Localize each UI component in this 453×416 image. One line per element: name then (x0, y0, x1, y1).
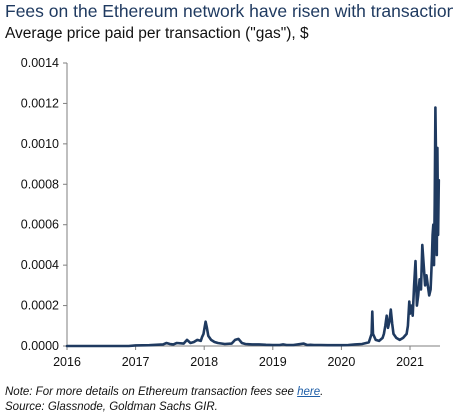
y-tick-label: 0.0006 (21, 218, 59, 232)
chart-title: Fees on the Ethereum network have risen … (5, 1, 453, 21)
x-tick-label: 2018 (190, 355, 218, 369)
series-layer (65, 106, 441, 348)
x-tick-label: 2021 (396, 355, 424, 369)
y-axis: 0.0000 0.0002 0.0004 0.0006 0.0008 0.0010 0.00… (21, 56, 68, 353)
footnote-end: . (320, 386, 324, 398)
x-tick-label: 2020 (327, 355, 355, 369)
y-tick-label: 0.0002 (21, 299, 59, 313)
y-tick-label: 0.0008 (21, 177, 59, 191)
x-tick-label: 2019 (259, 355, 287, 369)
source-note: Source: Glassnode, Goldman Sachs GIR. (5, 401, 218, 413)
x-tick-label: 2016 (53, 355, 81, 369)
y-tick-label: 0.0014 (21, 56, 59, 70)
series-line (65, 106, 441, 348)
x-tick-label: 2017 (122, 355, 150, 369)
footnote-text: Note: For more details on Ethereum trans… (5, 386, 298, 398)
y-tick-label: 0.0000 (21, 339, 59, 353)
y-tick-label: 0.0010 (21, 137, 59, 151)
chart-subtitle: Average price paid per transaction ("gas… (5, 25, 309, 42)
footnote-link[interactable]: here (297, 386, 321, 398)
x-axis: 2016 2017 2018 2019 2020 2021 (53, 345, 440, 369)
footnote: Note: For more details on Ethereum trans… (5, 386, 323, 398)
y-tick-label: 0.0004 (21, 258, 59, 272)
y-tick-label: 0.0012 (21, 96, 59, 110)
